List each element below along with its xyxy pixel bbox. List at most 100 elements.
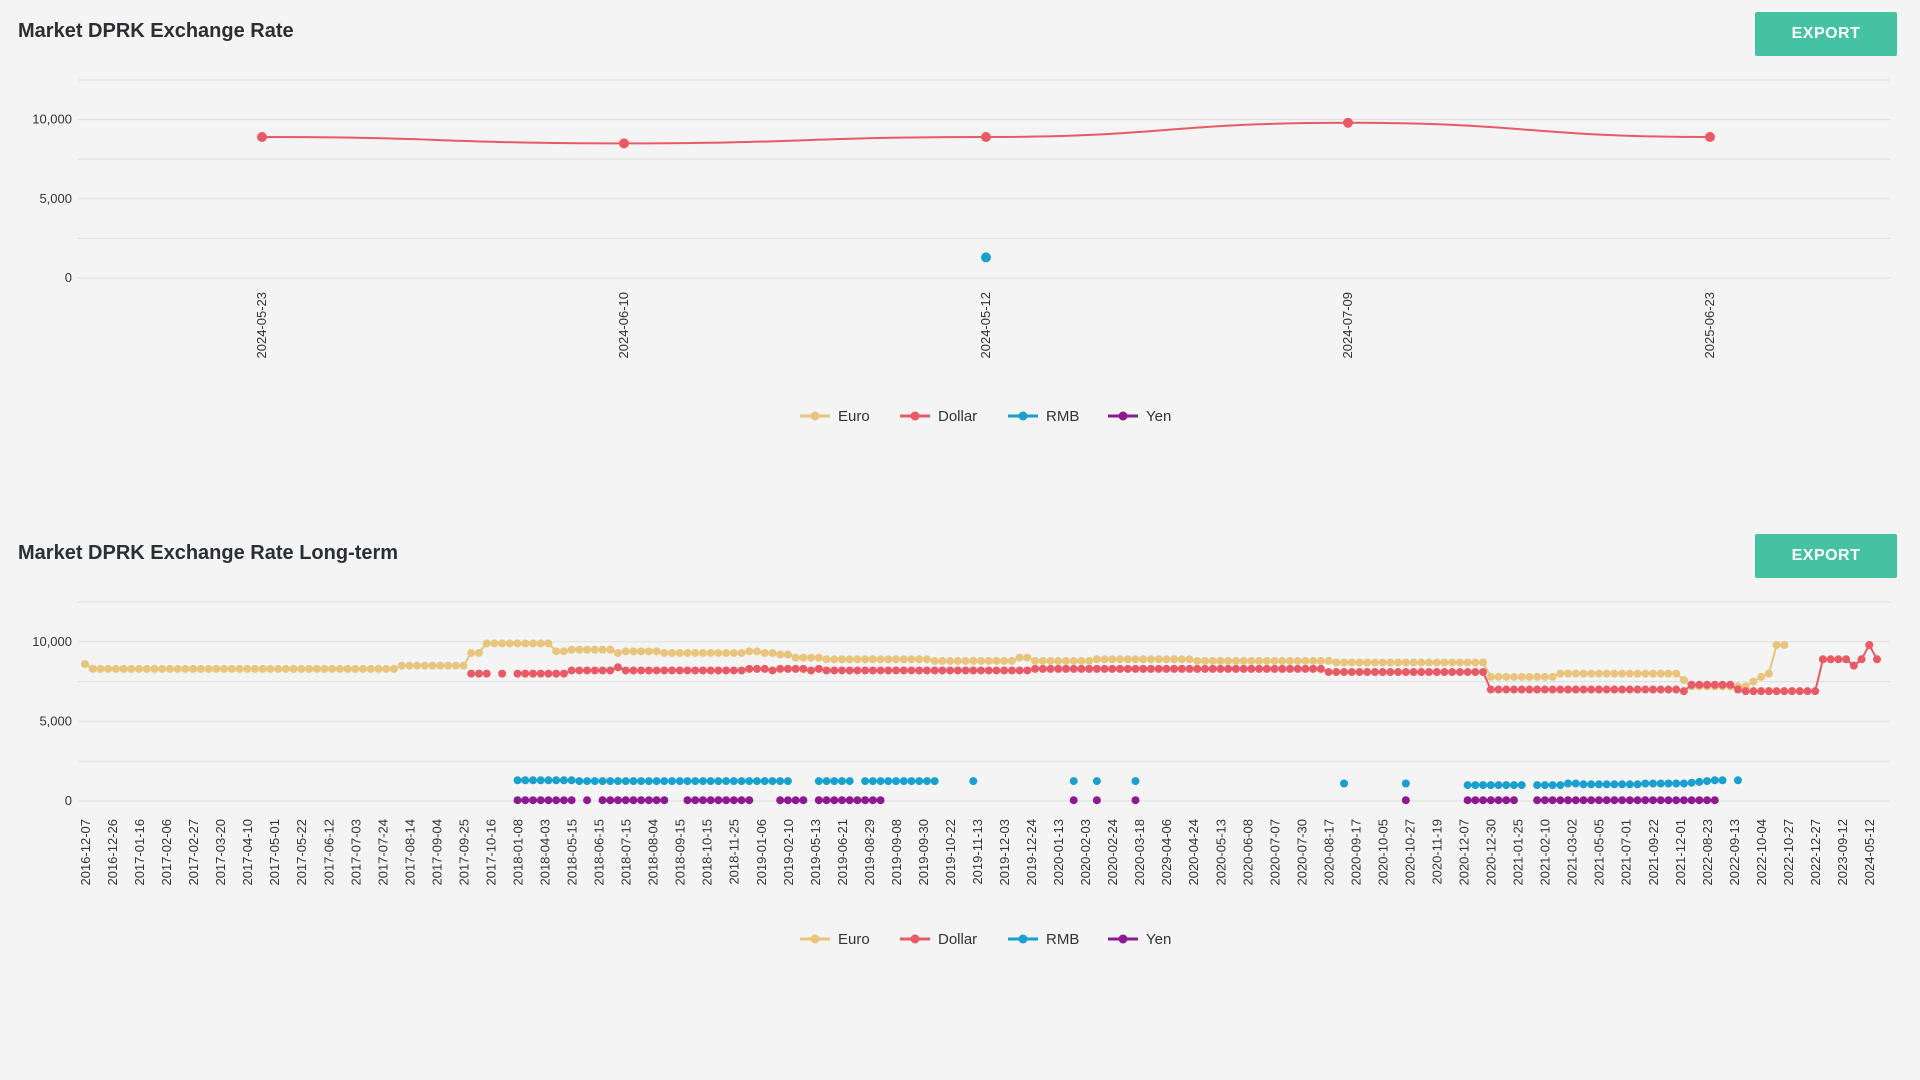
data-point [613, 648, 622, 657]
x-tick-label: 2018-11-25 [727, 819, 742, 885]
data-point [544, 796, 553, 805]
data-point [1695, 777, 1704, 786]
data-point [135, 664, 144, 673]
data-point [1649, 669, 1657, 678]
data-point [868, 655, 877, 664]
data-point [1463, 781, 1472, 790]
data-point [482, 639, 491, 648]
data-point [1579, 669, 1588, 678]
data-point [1154, 655, 1163, 664]
data-point [1069, 664, 1078, 673]
x-tick-label: 2019-09-30 [916, 819, 931, 886]
data-point [1208, 656, 1217, 665]
data-point [1255, 656, 1264, 665]
data-point [529, 776, 537, 785]
export-button[interactable]: EXPORT [1755, 12, 1897, 56]
data-point [753, 777, 761, 786]
data-point [675, 648, 684, 657]
data-point [1703, 680, 1712, 689]
export-button[interactable]: EXPORT [1755, 534, 1897, 578]
data-point [1571, 685, 1580, 694]
data-point [1224, 656, 1233, 665]
data-point [382, 664, 391, 673]
x-tick-label: 2020-10-05 [1375, 819, 1390, 886]
data-point [915, 655, 924, 664]
data-point [181, 664, 190, 673]
data-point [1343, 117, 1353, 128]
data-point [1571, 796, 1580, 805]
x-tick-label: 2024-05-12 [1862, 819, 1877, 886]
x-tick-label: 2020-02-24 [1105, 819, 1120, 886]
y-tick-label: 5,000 [39, 191, 72, 206]
data-point [1170, 655, 1179, 664]
data-point [1556, 781, 1565, 790]
data-point [1340, 668, 1349, 677]
data-point [1355, 668, 1364, 677]
data-point [1401, 796, 1410, 805]
x-tick-label: 2022-12-27 [1808, 819, 1823, 886]
data-point [521, 796, 530, 805]
data-point [1131, 796, 1140, 805]
data-point [876, 655, 885, 664]
data-point [606, 777, 615, 786]
data-point [1509, 796, 1518, 805]
data-point [1069, 777, 1078, 786]
data-point [845, 655, 854, 664]
data-point [714, 777, 723, 786]
data-point [876, 796, 885, 805]
data-point [1564, 796, 1573, 805]
data-point [1705, 132, 1715, 143]
data-point [1649, 796, 1657, 805]
data-point [1409, 668, 1418, 677]
data-point [1741, 687, 1750, 696]
x-tick-label: 2020-04-24 [1186, 819, 1201, 886]
data-point [1486, 672, 1495, 681]
data-point [1293, 656, 1302, 665]
data-point [1363, 668, 1372, 677]
data-point [1533, 685, 1542, 694]
data-point [737, 648, 746, 657]
data-point [1587, 685, 1596, 694]
data-point [830, 666, 839, 675]
data-point [513, 776, 522, 785]
data-point [652, 666, 661, 675]
data-point [544, 669, 553, 678]
data-point [899, 666, 908, 675]
x-tick-label: 2018-06-15 [592, 819, 607, 886]
data-point [567, 796, 576, 805]
data-point [691, 796, 700, 805]
data-point [1509, 781, 1518, 790]
data-point [583, 645, 592, 654]
data-point [1270, 656, 1279, 665]
data-point [1332, 668, 1341, 677]
data-point [1672, 779, 1681, 788]
data-point [590, 666, 599, 675]
y-tick-label: 0 [65, 793, 72, 808]
data-point [637, 666, 646, 675]
data-point [1069, 796, 1078, 805]
data-point [1656, 685, 1665, 694]
data-point [1556, 796, 1565, 805]
data-point [498, 669, 507, 678]
data-point [1023, 653, 1032, 662]
data-point [1733, 776, 1742, 785]
data-point [1262, 656, 1271, 665]
data-point [668, 648, 677, 657]
data-point [536, 639, 545, 648]
x-tick-label: 2029-04-06 [1159, 819, 1174, 886]
data-point [1193, 656, 1202, 665]
data-point [1340, 658, 1349, 667]
data-point [1185, 655, 1194, 664]
data-point [474, 648, 483, 657]
x-tick-label: 2017-08-14 [402, 819, 417, 886]
data-point [1394, 658, 1403, 667]
data-point [521, 669, 530, 678]
data-point [1038, 656, 1047, 665]
data-point [529, 796, 537, 805]
data-point [868, 777, 877, 786]
data-point [1340, 779, 1349, 788]
data-point [583, 796, 592, 805]
x-tick-label: 2020-08-17 [1321, 819, 1336, 886]
data-point [969, 656, 978, 665]
data-point [868, 666, 877, 675]
